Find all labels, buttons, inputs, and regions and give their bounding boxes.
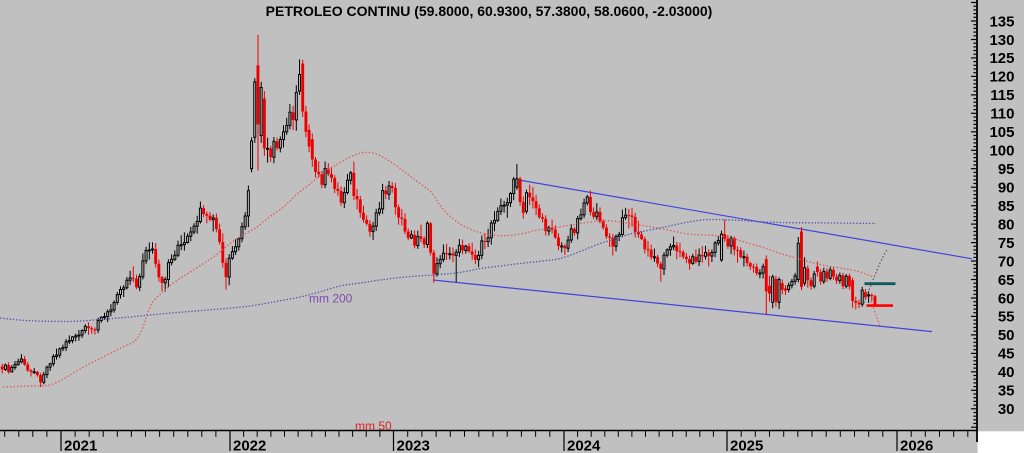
svg-text:120: 120 [989,69,1014,86]
svg-text:mm 50: mm 50 [355,419,392,433]
svg-text:85: 85 [998,198,1015,215]
svg-text:mm 200: mm 200 [309,292,353,306]
svg-text:115: 115 [990,87,1014,104]
svg-text:2023: 2023 [397,438,430,453]
svg-text:55: 55 [998,309,1015,326]
svg-text:2024: 2024 [567,438,601,453]
svg-text:35: 35 [998,383,1015,400]
svg-text:40: 40 [998,364,1015,381]
svg-text:130: 130 [989,32,1014,49]
svg-text:2022: 2022 [233,438,266,453]
svg-text:125: 125 [989,50,1014,67]
svg-text:110: 110 [990,106,1014,123]
svg-text:45: 45 [998,346,1015,363]
svg-text:75: 75 [998,235,1015,252]
svg-text:105: 105 [989,124,1014,141]
svg-text:30: 30 [998,401,1015,418]
svg-text:2021: 2021 [64,438,97,453]
svg-text:90: 90 [998,180,1015,197]
svg-text:2025: 2025 [730,438,763,453]
svg-text:60: 60 [998,290,1015,307]
svg-text:100: 100 [989,143,1014,160]
svg-text:70: 70 [998,253,1015,270]
svg-text:95: 95 [998,161,1015,178]
svg-text:PETROLEO CONTINU (59.8000, 60.: PETROLEO CONTINU (59.8000, 60.9300, 57.3… [266,3,713,19]
svg-text:135: 135 [989,13,1014,30]
svg-text:50: 50 [998,327,1015,344]
svg-text:80: 80 [998,216,1015,233]
svg-text:2026: 2026 [900,438,933,453]
svg-text:65: 65 [998,272,1015,289]
